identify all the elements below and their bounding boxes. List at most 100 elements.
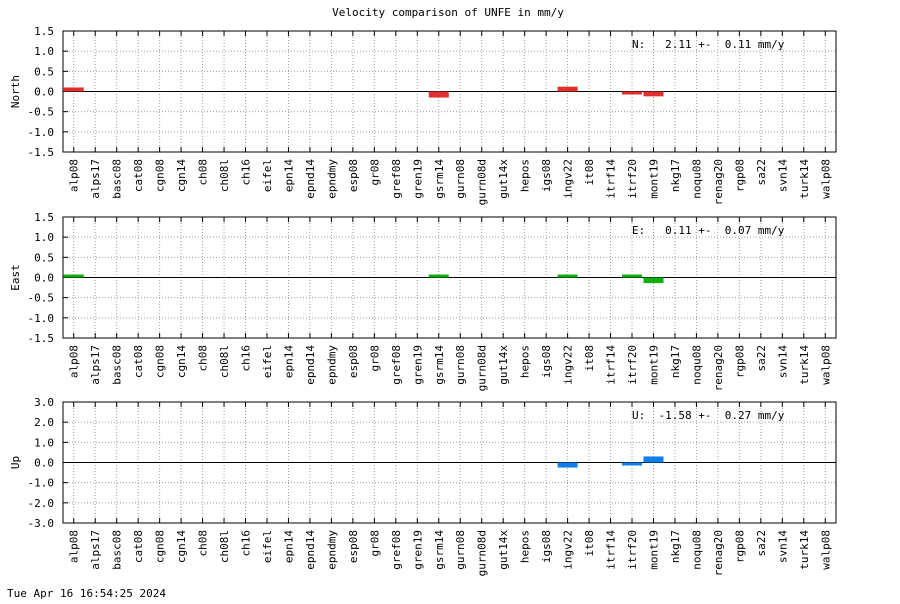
x-tick-label-svn14: svn14 [776, 159, 789, 192]
x-tick-label-gref08: gref08 [390, 530, 403, 570]
x-tick-label-turk14: turk14 [798, 530, 811, 570]
bar-up-itrf20 [622, 462, 643, 466]
x-tick-label-epn14: epn14 [282, 345, 295, 378]
stat-label: U: -1.58 +- 0.27 mm/y [632, 409, 785, 422]
panel-up: 3.0 2.0 1.0 0.0 -1.0 -2.0 -3.0 alp08 alps17 basc0… [9, 396, 837, 576]
x-tick-label-renag20: renag20 [712, 345, 725, 391]
x-tick-label-gurn08: gurn08 [454, 530, 467, 570]
x-tick-label-hepos: hepos [519, 530, 532, 563]
x-tick-label-epndmy: epndmy [325, 530, 338, 570]
x-tick-label-epnd14: epnd14 [304, 345, 317, 385]
plot-frame [62, 216, 837, 339]
x-tick-label-epndmy: epndmy [325, 159, 338, 199]
x-tick-label-ch16: ch16 [240, 159, 253, 186]
bar-east-alp08 [63, 274, 84, 278]
y-axis-label: North [9, 75, 22, 108]
x-tick-label-rgp08: rgp08 [733, 530, 746, 563]
plot-frame [62, 401, 837, 524]
x-tick-label-esp08: esp08 [347, 345, 360, 378]
x-tick-label-eifel: eifel [261, 345, 274, 378]
x-tick-label-cgn14: cgn14 [175, 530, 188, 563]
bar-east-mont19 [643, 277, 664, 284]
bar-north-alp08 [63, 87, 84, 92]
x-tick-label-basc08: basc08 [111, 345, 124, 385]
x-tick-label-gsrm14: gsrm14 [433, 345, 446, 385]
x-tick-label-ingv22: ingv22 [562, 159, 575, 199]
y-tick-label: 2.0 [34, 416, 54, 429]
x-tick-label-it08: it08 [583, 159, 596, 186]
x-tick-label-ch08: ch08 [197, 530, 210, 557]
x-tick-label-ch08l: ch08l [218, 530, 231, 563]
x-tick-label-itrf20: itrf20 [626, 345, 639, 385]
x-tick-label-nkg17: nkg17 [669, 345, 682, 378]
x-tick-label-hepos: hepos [519, 159, 532, 192]
y-tick-label: 0.0 [34, 272, 54, 285]
x-tick-label-cat08: cat08 [132, 530, 145, 563]
y-tick-label: 1.5 [34, 25, 54, 38]
x-tick-label-basc08: basc08 [111, 159, 124, 199]
x-tick-label-walp08: walp08 [819, 345, 832, 385]
x-tick-label-noqu08: noqu08 [690, 345, 703, 385]
x-tick-label-itrf20: itrf20 [626, 530, 639, 570]
x-tick-label-gurn08d: gurn08d [476, 530, 489, 576]
x-tick-label-gsrm14: gsrm14 [433, 530, 446, 570]
x-tick-label-gr08: gr08 [368, 159, 381, 186]
x-tick-label-epn14: epn14 [282, 159, 295, 192]
x-tick-label-epnd14: epnd14 [304, 159, 317, 199]
x-tick-label-walp08: walp08 [819, 530, 832, 570]
y-tick-label: 0.5 [34, 65, 54, 78]
x-tick-label-epn14: epn14 [282, 530, 295, 563]
x-tick-label-gren19: gren19 [411, 530, 424, 570]
x-tick-label-esp08: esp08 [347, 159, 360, 192]
stat-label: E: 0.11 +- 0.07 mm/y [632, 224, 785, 237]
x-tick-label-cgn08: cgn08 [154, 159, 167, 192]
x-tick-label-eifel: eifel [261, 530, 274, 563]
x-tick-label-cgn14: cgn14 [175, 159, 188, 192]
x-tick-label-eifel: eifel [261, 159, 274, 192]
panel-east: 1.5 1.0 0.5 0.0 -0.5 -1.0 -1.5 alp08 alps17 basc0… [9, 211, 837, 391]
x-tick-label-renag20: renag20 [712, 159, 725, 205]
x-tick-label-hepos: hepos [519, 345, 532, 378]
x-tick-label-alps17: alps17 [89, 159, 102, 199]
y-tick-label: -1.0 [28, 126, 55, 139]
bar-east-gsrm14 [428, 274, 449, 278]
x-tick-label-epnd14: epnd14 [304, 530, 317, 570]
x-tick-label-ingv22: ingv22 [562, 530, 575, 570]
y-tick-label: 0.5 [34, 251, 54, 264]
x-tick-label-gren19: gren19 [411, 345, 424, 385]
bar-east-itrf20 [622, 274, 643, 278]
x-tick-label-cgn08: cgn08 [154, 530, 167, 563]
x-tick-label-cgn08: cgn08 [154, 345, 167, 378]
x-tick-label-ch16: ch16 [240, 345, 253, 372]
y-axis-label: East [9, 264, 22, 291]
x-tick-label-alp08: alp08 [68, 530, 81, 563]
x-tick-label-gurn08: gurn08 [454, 345, 467, 385]
panel-north: 1.5 1.0 0.5 0.0 -0.5 -1.0 -1.5 alp08 alps17 basc0… [9, 25, 837, 205]
x-tick-label-mont19: mont19 [647, 345, 660, 385]
bar-up-ingv22 [557, 462, 578, 468]
y-tick-label: 1.5 [34, 211, 54, 224]
x-tick-label-gurn08: gurn08 [454, 159, 467, 199]
y-tick-label: 1.0 [34, 436, 54, 449]
x-tick-label-cat08: cat08 [132, 345, 145, 378]
x-tick-label-rgp08: rgp08 [733, 159, 746, 192]
chart-title: Velocity comparison of UNFE in mm/y [332, 6, 564, 19]
x-tick-label-gren19: gren19 [411, 159, 424, 199]
x-tick-label-gr08: gr08 [368, 345, 381, 372]
x-tick-label-turk14: turk14 [798, 159, 811, 199]
stat-label: N: 2.11 +- 0.11 mm/y [632, 38, 785, 51]
y-tick-label: 0.0 [34, 457, 54, 470]
x-tick-label-cat08: cat08 [132, 159, 145, 192]
y-tick-label: -3.0 [28, 517, 55, 530]
x-tick-label-ch08l: ch08l [218, 345, 231, 378]
bar-north-ingv22 [557, 86, 578, 92]
y-tick-label: 3.0 [34, 396, 54, 409]
y-tick-label: 1.0 [34, 231, 54, 244]
x-tick-label-noqu08: noqu08 [690, 530, 703, 570]
x-tick-label-nkg17: nkg17 [669, 159, 682, 192]
x-tick-label-nkg17: nkg17 [669, 530, 682, 563]
x-tick-label-mont19: mont19 [647, 159, 660, 199]
y-axis-label: Up [9, 456, 22, 469]
x-tick-label-ingv22: ingv22 [562, 345, 575, 385]
